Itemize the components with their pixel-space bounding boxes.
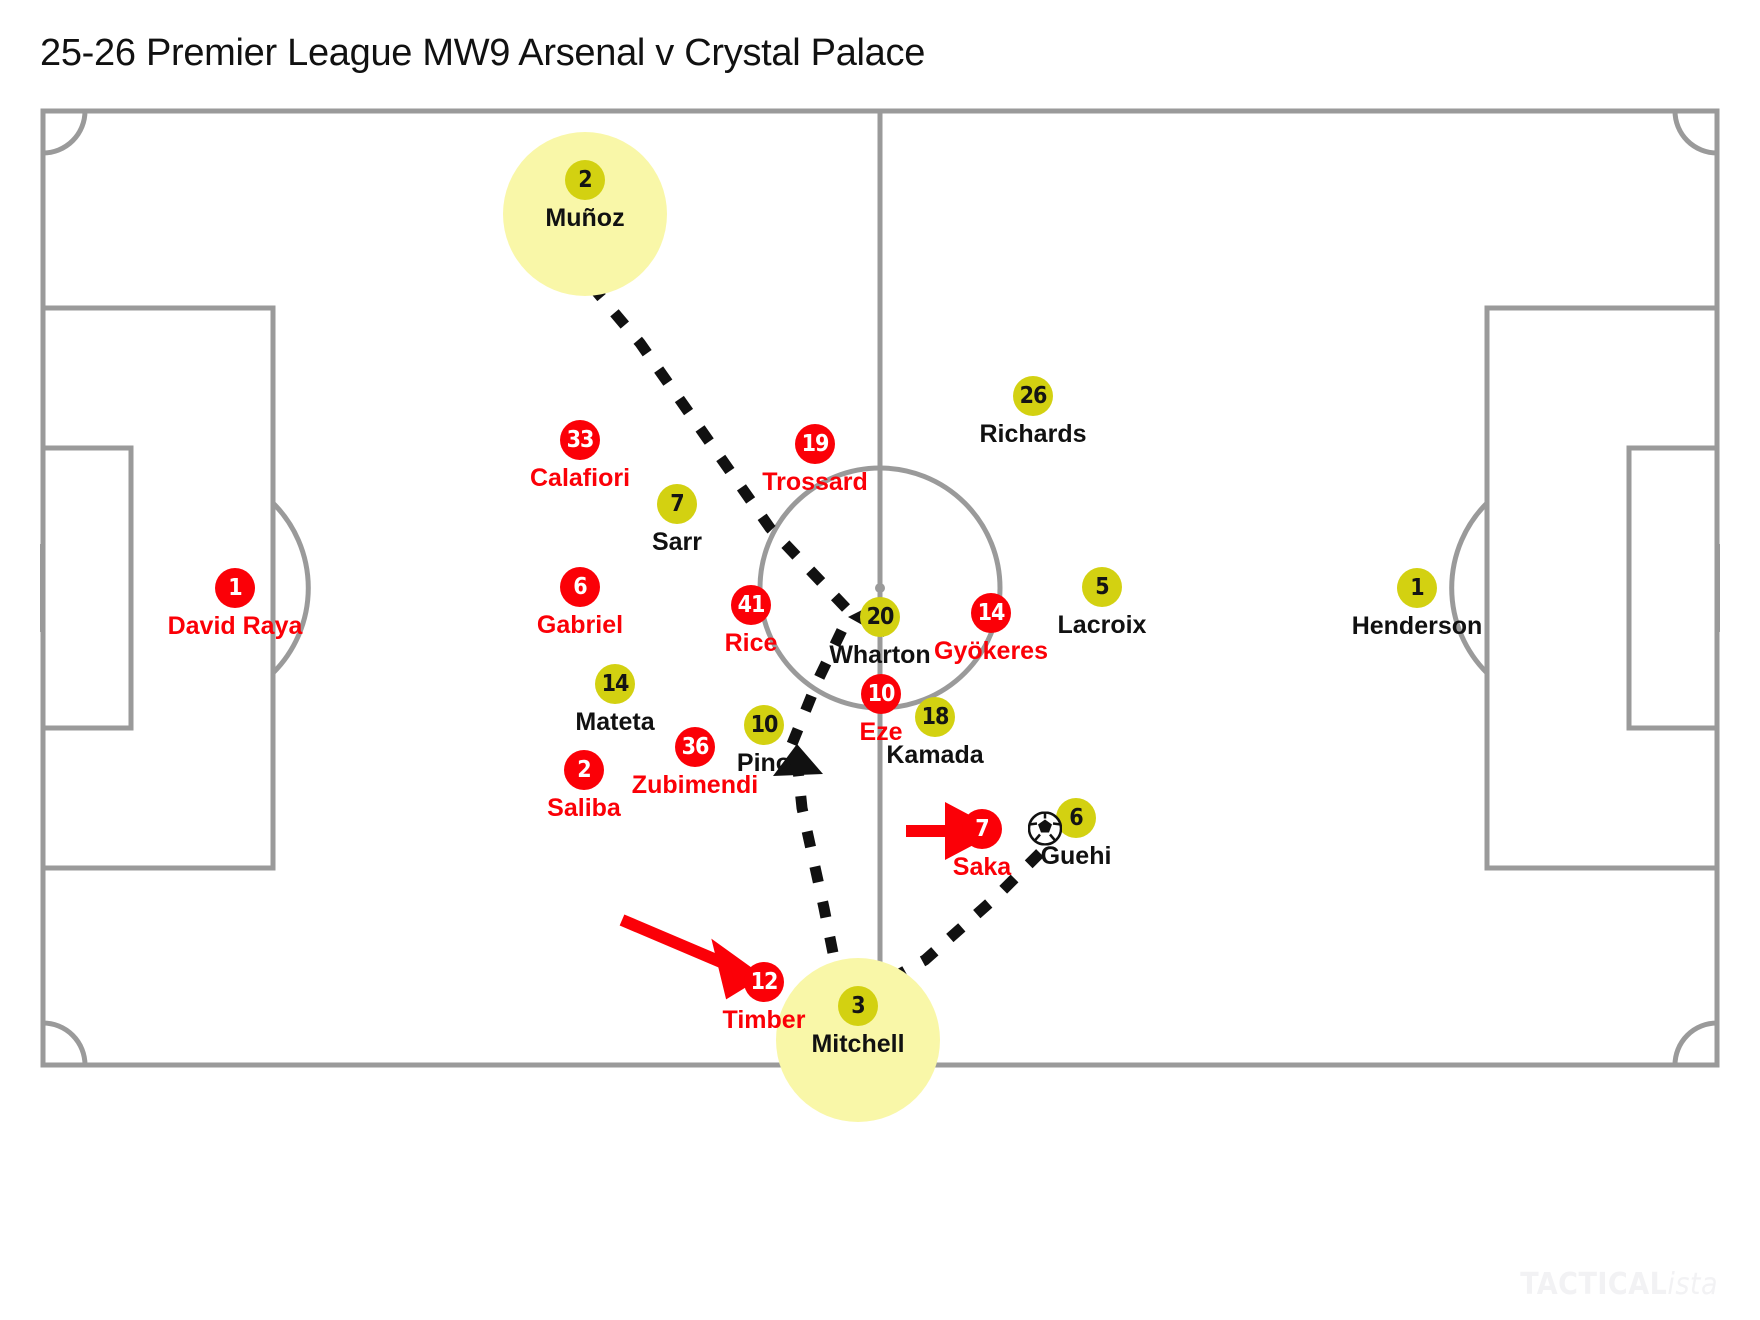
player-marker-timber[interactable]: 12 bbox=[744, 962, 784, 1002]
player-label-zubimendi: Zubimendi bbox=[631, 771, 759, 799]
player-label-richards: Richards bbox=[979, 420, 1087, 448]
player-label-sarr: Sarr bbox=[651, 528, 703, 556]
player-label-gabriel: Gabriel bbox=[536, 611, 624, 639]
player-label-raya: David Raya bbox=[167, 612, 303, 640]
watermark-bold: TACTICAL bbox=[1520, 1267, 1668, 1302]
player-marker-mateta[interactable]: 14 bbox=[595, 664, 635, 704]
player-marker-richards[interactable]: 26 bbox=[1013, 376, 1053, 416]
player-marker-gabriel[interactable]: 6 bbox=[560, 567, 600, 607]
player-label-saka: Saka bbox=[952, 853, 1012, 881]
player-marker-pino[interactable]: 10 bbox=[744, 705, 784, 745]
pitch-markings bbox=[40, 108, 1720, 1068]
page-title: 25-26 Premier League MW9 Arsenal v Cryst… bbox=[40, 32, 926, 74]
player-label-eze: Eze bbox=[859, 718, 903, 746]
player-marker-henderson[interactable]: 1 bbox=[1397, 568, 1437, 608]
player-marker-trossard[interactable]: 19 bbox=[795, 424, 835, 464]
player-label-lacroix: Lacroix bbox=[1057, 611, 1147, 639]
tactics-board[interactable]: 1 David Raya 33 Calafiori 19 Trossard 6 Gabriel… bbox=[40, 108, 1720, 1122]
player-label-mateta: Mateta bbox=[575, 708, 655, 736]
player-marker-kamada[interactable]: 18 bbox=[915, 697, 955, 737]
player-marker-sarr[interactable]: 7 bbox=[657, 484, 697, 524]
watermark-thin: ista bbox=[1667, 1267, 1718, 1302]
player-marker-raya[interactable]: 1 bbox=[215, 568, 255, 608]
player-label-timber: Timber bbox=[722, 1006, 806, 1034]
player-marker-eze[interactable]: 10 bbox=[861, 674, 901, 714]
player-label-calafiori: Calafiori bbox=[529, 464, 631, 492]
player-label-gyokeres: Gyökeres bbox=[934, 637, 1048, 665]
player-label-saliba: Saliba bbox=[547, 794, 621, 822]
player-label-munoz: Muñoz bbox=[545, 204, 625, 232]
player-marker-guehi[interactable]: 6 bbox=[1056, 798, 1096, 838]
player-label-kamada: Kamada bbox=[886, 741, 984, 769]
player-marker-rice[interactable]: 41 bbox=[731, 585, 771, 625]
player-label-mitchell: Mitchell bbox=[811, 1030, 905, 1058]
football-icon bbox=[1027, 811, 1063, 851]
player-marker-munoz[interactable]: 2 bbox=[565, 160, 605, 200]
player-marker-mitchell[interactable]: 3 bbox=[838, 986, 878, 1026]
player-marker-saka[interactable]: 7 bbox=[962, 809, 1002, 849]
player-marker-lacroix[interactable]: 5 bbox=[1082, 567, 1122, 607]
player-marker-gyokeres[interactable]: 14 bbox=[971, 593, 1011, 633]
player-label-rice: Rice bbox=[724, 629, 778, 657]
player-marker-wharton[interactable]: 20 bbox=[860, 597, 900, 637]
player-marker-zubimendi[interactable]: 36 bbox=[675, 727, 715, 767]
tacticalista-watermark: TACTICALista bbox=[1520, 1267, 1718, 1302]
player-label-pino: Pino bbox=[736, 749, 792, 777]
player-marker-calafiori[interactable]: 33 bbox=[560, 420, 600, 460]
player-label-trossard: Trossard bbox=[762, 468, 868, 496]
player-marker-saliba[interactable]: 2 bbox=[564, 750, 604, 790]
player-label-wharton: Wharton bbox=[829, 641, 931, 669]
player-label-henderson: Henderson bbox=[1351, 612, 1483, 640]
player-label-guehi: Guehi bbox=[1040, 842, 1112, 870]
